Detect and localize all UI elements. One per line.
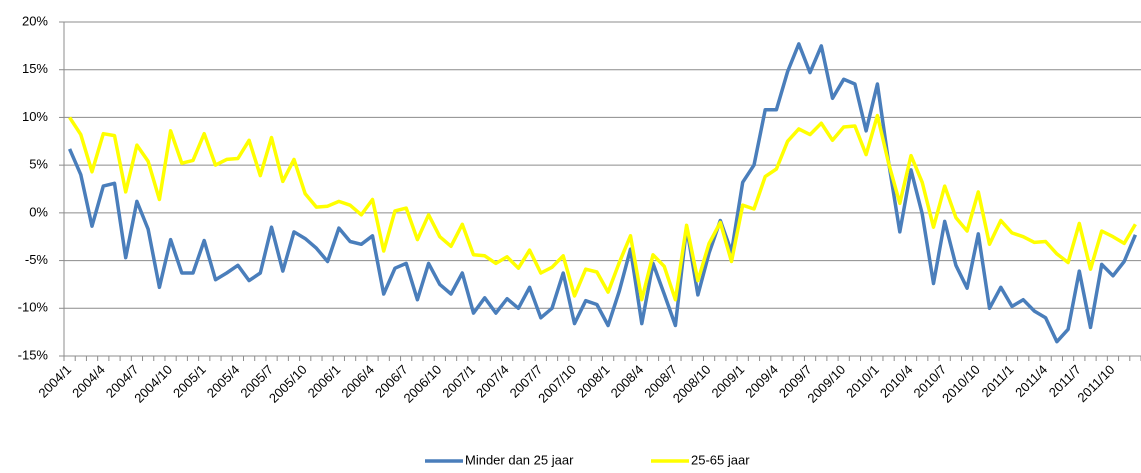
y-tick-label: -10% bbox=[18, 300, 49, 315]
x-tick-label: 2005/10 bbox=[266, 362, 310, 406]
y-tick-label: 10% bbox=[22, 109, 48, 124]
x-tick-label: 2010/1 bbox=[843, 362, 882, 401]
x-tick-label: 2009/1 bbox=[709, 362, 748, 401]
x-tick-label: 2007/4 bbox=[473, 362, 512, 401]
x-tick-label: 2008/1 bbox=[574, 362, 613, 401]
x-tick-label: 2006/1 bbox=[305, 362, 344, 401]
x-tick-label: 2006/10 bbox=[401, 362, 445, 406]
x-tick-label: 2008/10 bbox=[670, 362, 714, 406]
x-tick-label: 2010/10 bbox=[939, 362, 983, 406]
x-tick-label: 2011/10 bbox=[1074, 362, 1117, 405]
x-tick-label: 2009/10 bbox=[804, 362, 848, 406]
y-tick-label: -15% bbox=[18, 347, 49, 362]
legend-label: 25-65 jaar bbox=[691, 452, 750, 467]
x-tick-label: 2009/4 bbox=[742, 362, 781, 401]
x-tick-label: 2004/1 bbox=[35, 362, 74, 401]
x-tick-label: 2011/4 bbox=[1012, 362, 1050, 400]
x-tick-label: 2005/4 bbox=[204, 362, 243, 401]
x-tick-label: 2006/4 bbox=[338, 362, 377, 401]
x-tick-label: 2010/4 bbox=[877, 362, 916, 401]
y-tick-label: 0% bbox=[29, 204, 48, 219]
x-tick-label: 2007/10 bbox=[535, 362, 579, 406]
x-tick-label: 2004/10 bbox=[131, 362, 175, 406]
y-tick-label: 15% bbox=[22, 61, 48, 76]
series-line bbox=[68, 113, 1137, 302]
series-line bbox=[67, 42, 1138, 344]
x-tick-label: 2007/1 bbox=[439, 362, 478, 401]
x-tick-label: 2005/1 bbox=[170, 362, 209, 401]
x-tick-label: 2004/4 bbox=[69, 362, 108, 401]
x-tick-label: 2008/4 bbox=[608, 362, 647, 401]
x-tick-label: 2011/1 bbox=[978, 362, 1016, 400]
legend-label: Minder dan 25 jaar bbox=[465, 452, 574, 467]
y-tick-label: 5% bbox=[29, 157, 48, 172]
y-tick-label: -5% bbox=[25, 252, 49, 267]
y-tick-label: 20% bbox=[22, 13, 48, 28]
